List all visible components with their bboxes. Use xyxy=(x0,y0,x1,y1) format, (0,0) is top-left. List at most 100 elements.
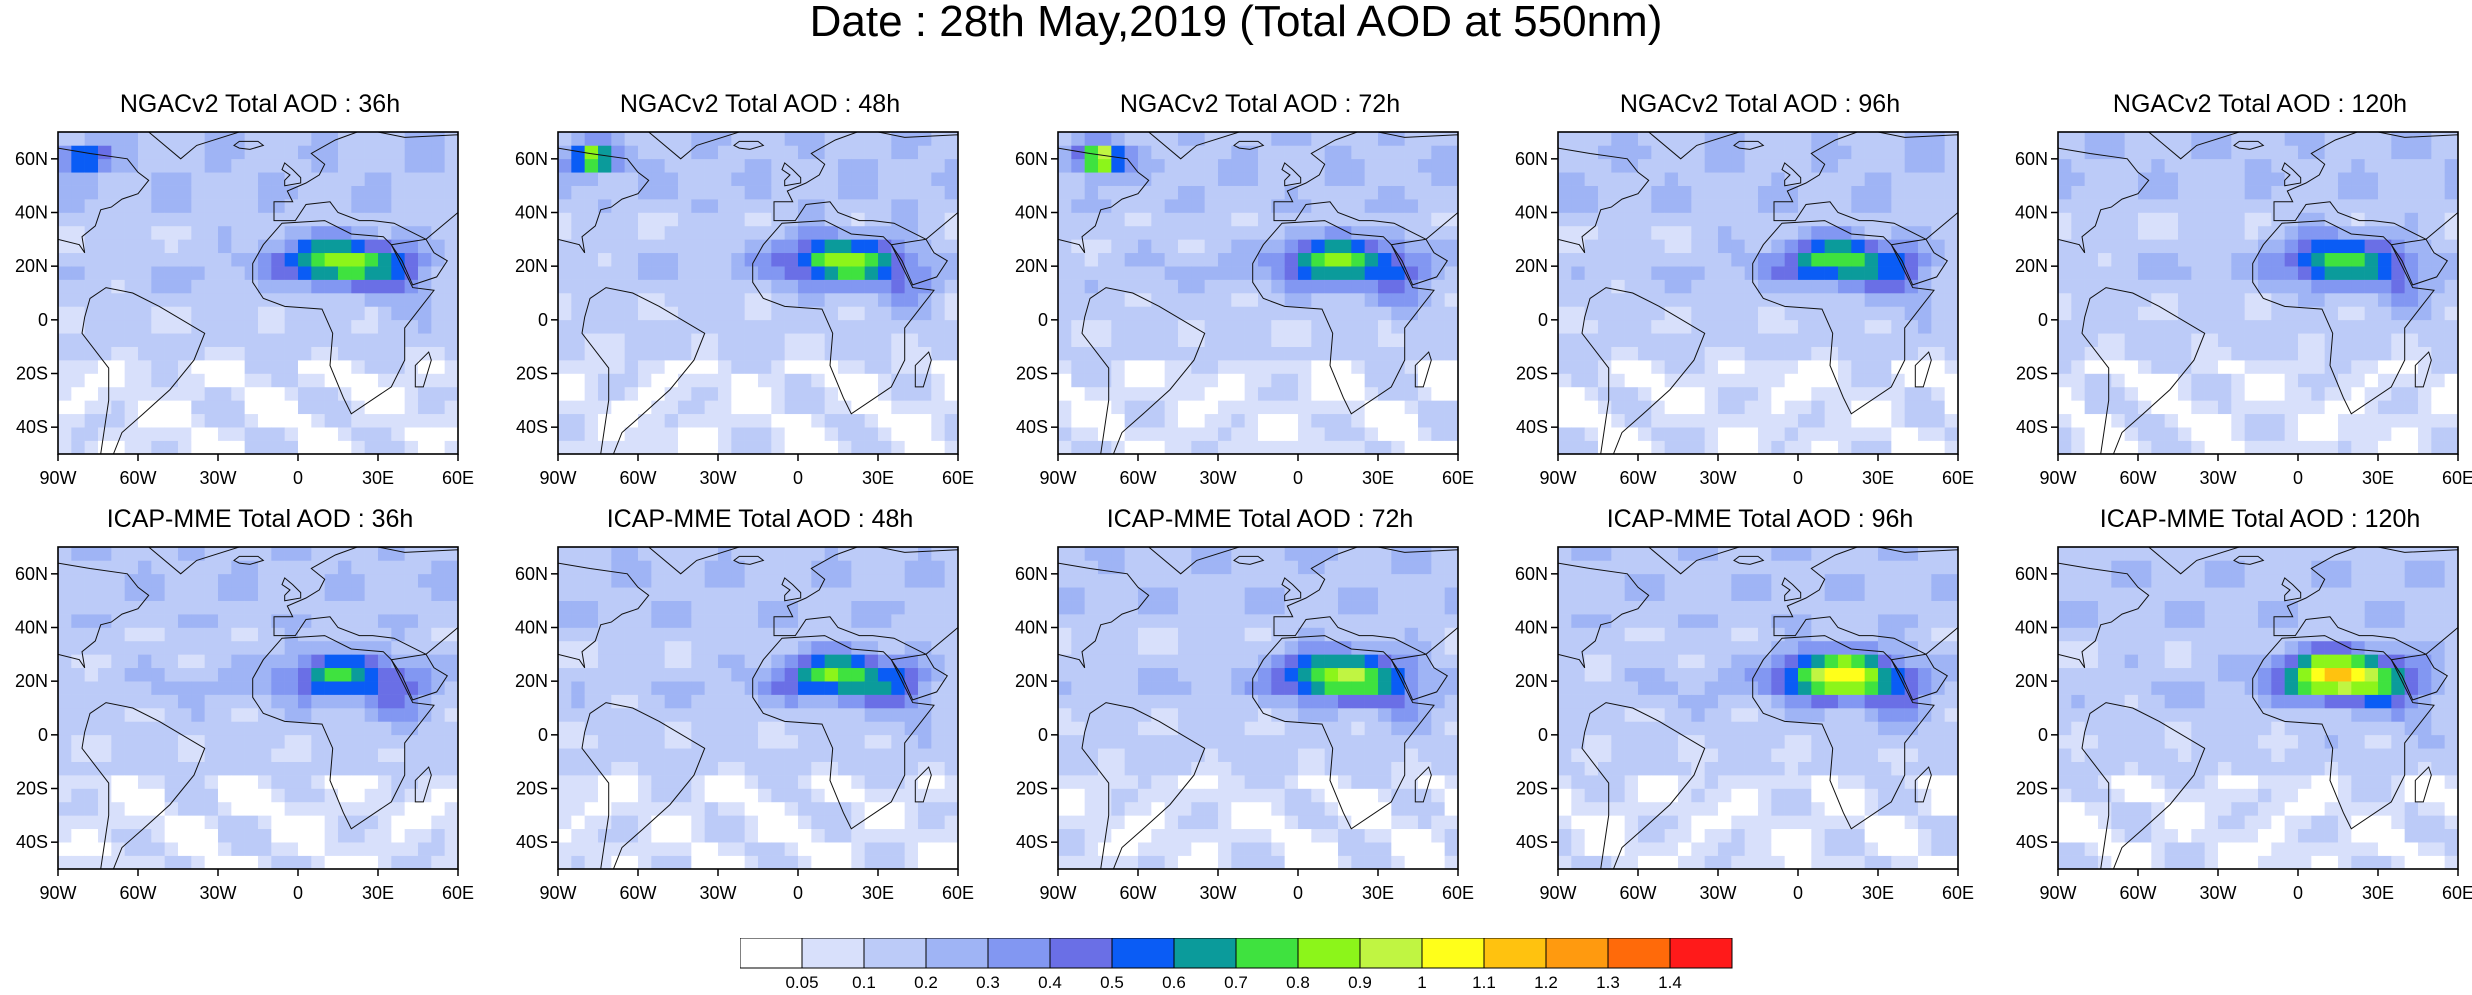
aod-cell xyxy=(1351,333,1365,347)
aod-cell xyxy=(444,788,459,803)
aod-cell xyxy=(1418,225,1432,240)
aod-cell xyxy=(364,252,379,267)
aod-cell xyxy=(1138,306,1152,321)
aod-cell xyxy=(1404,413,1419,428)
aod-cell xyxy=(164,239,179,254)
aod-cell xyxy=(798,708,812,722)
aod-cell xyxy=(231,734,245,749)
lat-tick-label: 40N xyxy=(15,618,48,638)
aod-cell xyxy=(84,319,99,334)
aod-cell xyxy=(1431,293,1445,307)
aod-cell xyxy=(351,573,365,588)
lon-tick-label: 60W xyxy=(119,883,156,903)
aod-cell xyxy=(1324,333,1339,347)
aod-cell xyxy=(418,761,432,776)
aod-cell xyxy=(444,172,459,186)
aod-cell xyxy=(704,815,719,830)
aod-cell xyxy=(404,293,419,307)
aod-cell xyxy=(1851,279,1865,294)
aod-cell xyxy=(2098,319,2112,334)
aod-cell xyxy=(111,212,125,227)
aod-cell xyxy=(2164,319,2179,334)
aod-cell xyxy=(1571,346,1585,361)
aod-cell xyxy=(324,440,339,455)
aod-cell xyxy=(1944,212,1959,227)
aod-cell xyxy=(1431,413,1445,428)
aod-cell xyxy=(151,346,165,361)
aod-cell xyxy=(824,306,839,321)
aod-cell xyxy=(718,681,732,695)
aod-cell xyxy=(624,346,639,361)
aod-cell xyxy=(1891,266,1905,280)
aod-cell xyxy=(204,158,219,173)
aod-cell xyxy=(2071,319,2085,334)
aod-cell xyxy=(351,199,365,213)
panel-title: NGACv2 Total AOD : 96h xyxy=(1619,90,1901,118)
aod-cell xyxy=(218,775,232,789)
aod-cell xyxy=(151,855,165,870)
aod-cell xyxy=(1084,427,1099,441)
aod-cell xyxy=(1164,440,1179,455)
aod-cell xyxy=(1284,225,1299,240)
aod-cell xyxy=(1904,333,1919,347)
aod-cell xyxy=(298,734,312,749)
aod-cell xyxy=(1111,293,1125,307)
aod-cell xyxy=(71,721,85,736)
aod-cell xyxy=(351,373,365,388)
aod-cell xyxy=(1611,319,1625,334)
aod-cell xyxy=(2364,252,2379,267)
aod-cell xyxy=(2418,306,2432,321)
aod-cell xyxy=(1351,172,1365,186)
aod-cell xyxy=(611,667,625,682)
aod-cell xyxy=(2404,427,2419,441)
aod-cell xyxy=(204,427,219,441)
aod-cell xyxy=(1918,400,1932,415)
aod-cell xyxy=(311,614,325,628)
aod-cell xyxy=(1311,199,1325,213)
aod-cell xyxy=(744,346,759,361)
aod-cell xyxy=(1271,427,1285,441)
aod-cell xyxy=(598,373,612,388)
aod-cell xyxy=(624,293,639,307)
aod-cell xyxy=(2191,440,2205,455)
aod-cell xyxy=(404,132,419,146)
aod-cell xyxy=(624,640,639,655)
aod-cell xyxy=(178,842,192,856)
aod-cell xyxy=(1258,185,1272,200)
aod-cell xyxy=(71,373,85,388)
aod-cell xyxy=(1098,225,1112,240)
aod-cell xyxy=(1071,360,1085,374)
aod-cell xyxy=(378,587,392,601)
aod-cell xyxy=(2164,252,2179,267)
aod-cell xyxy=(891,158,905,173)
aod-cell xyxy=(1624,212,1639,227)
aod-cell xyxy=(704,333,719,347)
aod-cell xyxy=(2351,306,2365,321)
aod-cell xyxy=(811,360,825,374)
aod-cell xyxy=(138,560,152,575)
aod-cell xyxy=(2338,427,2352,441)
aod-cell xyxy=(1678,427,1692,441)
aod-cell xyxy=(2324,252,2339,267)
aod-cell xyxy=(2071,158,2085,173)
aod-cell xyxy=(758,172,772,186)
aod-cell xyxy=(244,427,259,441)
aod-cell xyxy=(2258,386,2272,401)
aod-cell xyxy=(351,708,365,722)
aod-cell xyxy=(2311,199,2325,213)
aod-cell xyxy=(2258,279,2272,294)
aod-cell xyxy=(1271,252,1285,267)
aod-cell xyxy=(571,346,585,361)
aod-cell xyxy=(138,627,152,642)
aod-cell xyxy=(1244,266,1259,280)
lon-tick-label: 30E xyxy=(862,468,894,488)
aod-cell xyxy=(178,158,192,173)
aod-cell xyxy=(364,427,379,441)
aod-cell xyxy=(1664,400,1679,415)
aod-cell xyxy=(391,815,405,830)
aod-cell xyxy=(1571,239,1585,254)
aod-cell xyxy=(2178,427,2192,441)
aod-cell xyxy=(1404,319,1419,334)
aod-cell xyxy=(558,360,572,374)
aod-cell xyxy=(1404,185,1419,200)
